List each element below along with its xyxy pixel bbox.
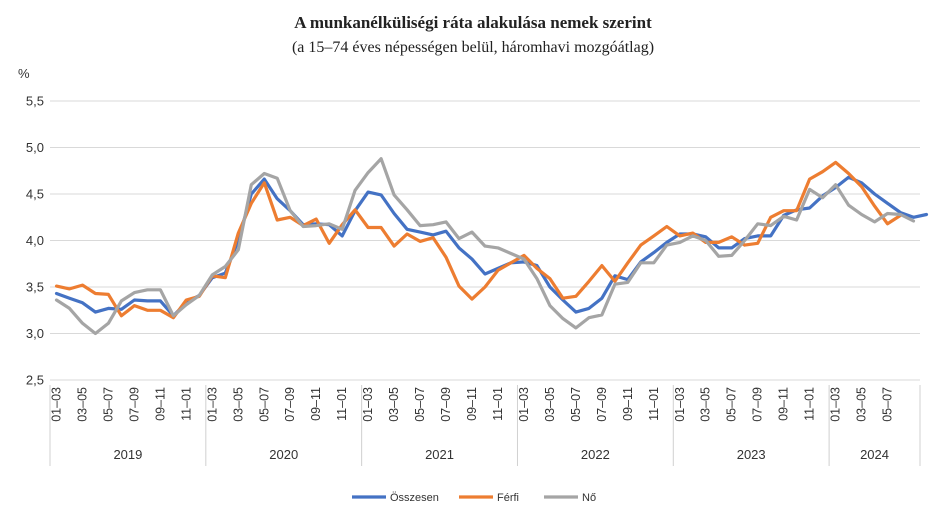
x-tick-label: 11–01 [335, 387, 349, 421]
x-tick-label: 03–05 [75, 387, 89, 422]
grid-lines [50, 100, 920, 381]
x-tick-label: 05–07 [725, 387, 739, 422]
y-axis-unit: % [18, 66, 30, 81]
y-tick-label: 2,5 [26, 373, 44, 388]
x-tick-label: 01–03 [673, 387, 687, 422]
legend-label: Férfi [497, 492, 519, 504]
y-tick-label: 3,0 [26, 326, 44, 341]
year-label: 2019 [113, 447, 142, 462]
y-tick-label: 5,5 [26, 94, 44, 109]
series-line-Nő [54, 157, 916, 336]
x-tick-label: 07–09 [439, 387, 453, 422]
y-tick-label: 3,5 [26, 280, 44, 295]
year-label: 2022 [581, 447, 610, 462]
x-tick-label: 09–11 [153, 387, 167, 421]
x-tick-label: 11–01 [647, 387, 661, 421]
x-tick-label: 09–11 [309, 387, 323, 421]
y-tick-label: 5,0 [26, 140, 44, 155]
x-tick-label: 11–01 [491, 387, 505, 421]
x-tick-label: 03–05 [855, 387, 869, 422]
year-label: 2024 [860, 447, 889, 462]
x-tick-label: 03–05 [387, 387, 401, 422]
x-tick-label: 01–03 [205, 387, 219, 422]
x-tick-label: 07–09 [127, 387, 141, 422]
year-label: 2020 [269, 447, 298, 462]
x-tick-label: 07–09 [283, 387, 297, 422]
x-tick-label: 07–09 [751, 387, 765, 422]
x-tick-label: 03–05 [231, 387, 245, 422]
x-tick-label: 05–07 [101, 387, 115, 422]
year-label: 2023 [737, 447, 766, 462]
x-tick-label: 01–03 [829, 387, 843, 422]
x-tick-label: 01–03 [49, 387, 63, 422]
legend-label: Nő [582, 492, 596, 504]
legend-label: Összesen [390, 492, 439, 504]
x-tick-label: 01–03 [361, 387, 375, 422]
series-lines [54, 157, 929, 336]
year-label: 2021 [425, 447, 454, 462]
x-tick-label: 09–11 [777, 387, 791, 421]
x-tick-label: 01–03 [517, 387, 531, 422]
x-tick-label: 09–11 [465, 387, 479, 421]
y-tick-labels: 2,5 3,0 3,5 4,0 4,5 5,0 5,5 [26, 94, 44, 388]
x-tick-label: 07–09 [595, 387, 609, 422]
x-tick-label: 03–05 [699, 387, 713, 422]
x-tick-label: 11–01 [179, 387, 193, 421]
x-tick-labels: 01–03 03–05 05–07 07–09 09–11 11–01 01–03 03–05… [49, 387, 894, 422]
x-tick-label: 05–07 [881, 387, 895, 422]
x-tick-label: 05–07 [257, 387, 271, 422]
y-tick-label: 4,0 [26, 233, 44, 248]
chart-subtitle: (a 15–74 éves népességen belül, háromhav… [292, 39, 654, 56]
legend: Összesen Férfi Nő [352, 492, 596, 504]
x-tick-label: 09–11 [621, 387, 635, 421]
x-tick-label: 05–07 [413, 387, 427, 422]
year-labels: 2019 2020 2021 2022 2023 2024 [49, 385, 921, 466]
chart-title: A munkanélküliségi ráta alakulása nemek … [294, 13, 652, 32]
x-tick-label: 05–07 [569, 387, 583, 422]
y-tick-label: 4,5 [26, 187, 44, 202]
x-tick-label: 03–05 [543, 387, 557, 422]
x-tick-label: 11–01 [803, 387, 817, 421]
